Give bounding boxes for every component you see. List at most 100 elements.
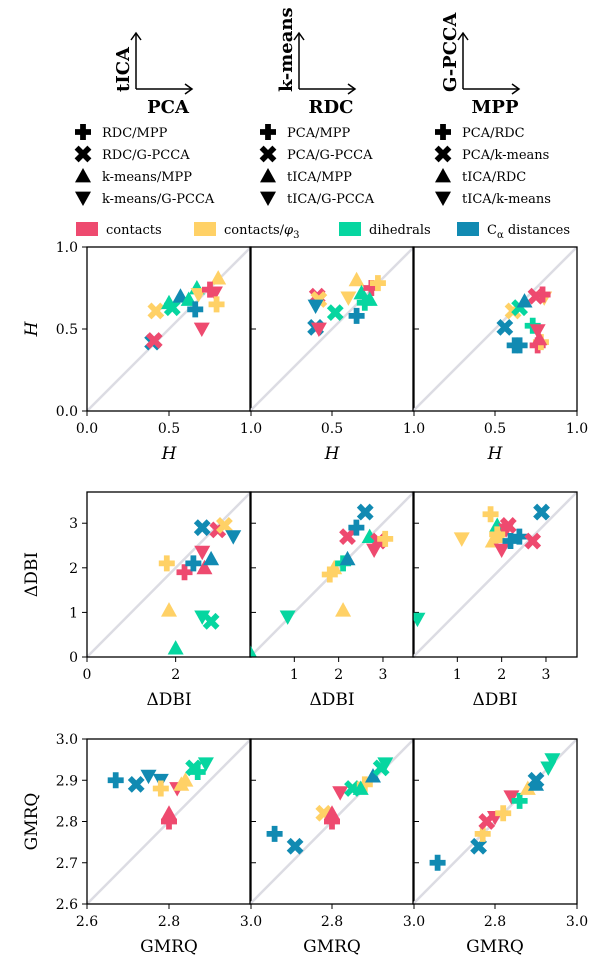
x-axis-label: GMRQ	[466, 937, 524, 957]
data-point	[377, 757, 394, 772]
panel-frame	[86, 491, 252, 658]
triangle-up-marker-icon	[75, 168, 91, 183]
data-point	[335, 602, 352, 617]
panel-1-3: 0.5 1.0 H	[412, 246, 588, 464]
data-point	[321, 566, 338, 583]
data-point	[470, 837, 487, 855]
legend-item: tICA/G-PCCA	[260, 191, 375, 207]
x-tick-label: 0.5	[158, 421, 180, 437]
data-point	[286, 837, 304, 855]
diagram-tica-pca: tICA PCA	[113, 31, 194, 118]
panel-frame	[412, 491, 578, 658]
plus-marker-icon	[75, 124, 91, 140]
y-axis-label: H	[22, 320, 42, 337]
y-tick-label: 2	[69, 561, 78, 577]
data-point	[339, 528, 356, 545]
y-axis-label: GMRQ	[22, 793, 42, 851]
legend-item: PCA/MPP	[260, 124, 351, 141]
color-legend-label: contacts/φ3	[224, 223, 300, 241]
marker-legend: RDC/MPP RDC/G-PCCA k-means/MPP k-means/G-PC…	[74, 124, 551, 207]
data-point	[377, 530, 394, 547]
scatter-panels: H 0.0 0.5 1.0 0.0 0.5 1.0 H 0.5 1.0 H 0.5 1.0 H ΔDBI 0 1…	[22, 240, 588, 957]
data-point	[189, 764, 206, 780]
legend-label: k-means/G-PCCA	[102, 192, 215, 207]
data-point	[158, 555, 175, 572]
x-tick-label: 2.8	[158, 914, 180, 930]
data-points	[496, 286, 553, 354]
data-point	[496, 318, 514, 336]
legend-label: tICA/k-means	[462, 192, 551, 207]
data-points	[107, 757, 214, 830]
data-point	[185, 555, 202, 572]
data-point	[194, 545, 211, 561]
data-point	[324, 805, 340, 820]
data-point	[366, 543, 383, 558]
data-point	[340, 291, 357, 306]
color-legend-item: Cα distances	[457, 222, 570, 241]
legend-label: PCA/k-means	[462, 148, 549, 163]
legend-item: PCA/RDC	[435, 124, 525, 141]
identity-diagonal	[413, 492, 577, 657]
x-axis-label: H	[161, 444, 178, 464]
identity-diagonal	[413, 247, 577, 411]
x-tick-label: 1.0	[240, 421, 262, 437]
x-tick-label: 1.0	[403, 421, 425, 437]
y-tick-label: 0.0	[56, 404, 78, 420]
y-axis-label: ΔDBI	[22, 552, 42, 597]
panel-1-1: 0.0 0.5 1.0 H	[76, 246, 262, 464]
data-point	[516, 293, 533, 308]
marker-legend-column-1: RDC/MPP RDC/G-PCCA k-means/MPP k-means/G-PC…	[74, 124, 215, 207]
x-tick-label: 2	[334, 667, 343, 683]
y-tick-label: 0	[69, 650, 78, 666]
data-point	[511, 792, 528, 809]
data-point	[147, 302, 165, 320]
cross-marker-icon	[259, 145, 277, 163]
data-point	[187, 301, 204, 318]
legend-item: tICA/k-means	[435, 191, 551, 207]
data-point	[348, 271, 365, 287]
data-point	[489, 526, 506, 543]
data-point	[140, 769, 157, 785]
panel-3-1: 2.6 2.8 3.0 GMRQ	[76, 738, 262, 957]
data-point	[361, 291, 378, 306]
data-point	[529, 324, 546, 339]
data-points	[250, 503, 394, 657]
panel-2-1: 0 2 ΔDBI	[83, 491, 256, 710]
panel-2-2: 1 2 3 ΔDBI	[249, 491, 419, 710]
data-point	[216, 517, 233, 534]
x-tick-label: 2.8	[321, 914, 343, 930]
x-tick-label: 3	[542, 667, 551, 683]
x-tick-label: 2	[497, 667, 506, 683]
data-point	[167, 640, 184, 655]
data-point	[266, 825, 283, 842]
legend-label: tICA/RDC	[462, 170, 526, 185]
data-point	[528, 776, 544, 791]
data-points	[429, 753, 561, 871]
data-point	[499, 517, 517, 534]
legend-label: RDC/MPP	[102, 126, 168, 141]
row-gmrq: GMRQ 2.6 2.7 2.8 2.9 3.0 2.6 2.8 3.0 GMRQ 2.8 3.0 GM…	[22, 732, 588, 957]
data-point	[356, 776, 373, 793]
marker-legend-column-3: PCA/RDC PCA/k-means tICA/RDC tICA/k-means	[434, 124, 551, 207]
x-tick-label: 2	[171, 667, 180, 683]
data-point	[533, 503, 550, 521]
data-point	[196, 559, 213, 575]
data-point	[326, 304, 344, 321]
data-point	[173, 776, 190, 791]
diagram-y-label: k-means	[276, 7, 297, 92]
data-point	[107, 772, 124, 789]
color-swatch	[339, 222, 361, 236]
color-swatch	[457, 222, 479, 236]
data-point	[193, 519, 211, 537]
legend-item: PCA/k-means	[434, 145, 549, 163]
data-point	[429, 854, 446, 871]
legend-label: PCA/G-PCCA	[287, 148, 373, 163]
diagram-x-label: PCA	[147, 97, 190, 118]
data-points	[266, 757, 394, 855]
data-points	[144, 270, 227, 351]
diagram-x-label: RDC	[309, 97, 354, 118]
triangle-down-marker-icon	[75, 191, 91, 206]
plus-marker-icon	[435, 124, 451, 140]
legend-label: k-means/MPP	[102, 170, 192, 185]
